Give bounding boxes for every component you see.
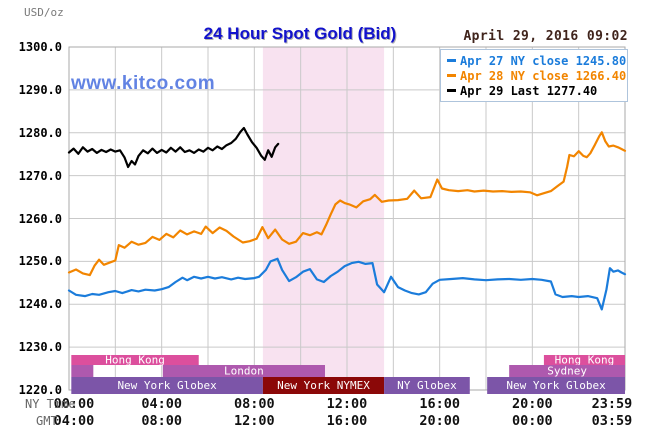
session-label: Sydney (547, 365, 587, 378)
legend-label: Apr 28 NY close 1266.40 (460, 68, 627, 83)
y-tick-label: 1230.0 (18, 340, 62, 355)
gmt-axis-label: GMT (36, 414, 58, 428)
x-tick-label-gmt: 20:00 (419, 413, 460, 429)
series-dash-icon (447, 89, 456, 92)
price-line-apr-28 (67, 131, 627, 277)
session-band (162, 365, 325, 377)
ny-time-axis-label: NY Time (25, 397, 76, 411)
kitco-watermark: www.kitco.com (71, 73, 216, 94)
legend: Apr 27 NY close 1245.80 Apr 28 NY close … (440, 49, 628, 102)
session-label: London (224, 365, 264, 378)
y-tick-label: 1220.0 (18, 383, 62, 397)
x-tick-label-ny-time: 20:00 (512, 396, 553, 412)
x-tick-label-ny-time: 12:00 (326, 396, 368, 412)
x-tick-label-gmt: 04:00 (53, 413, 95, 429)
x-tick-label-gmt: 03:59 (591, 413, 633, 429)
legend-entry-apr27: Apr 27 NY close 1245.80 (447, 53, 627, 68)
price-line-apr-27 (67, 257, 627, 311)
x-tick-label-ny-time: 04:00 (141, 396, 182, 412)
session-band (543, 355, 625, 365)
session-label: Hong Kong (105, 354, 165, 367)
y-tick-label: 1250.0 (18, 254, 62, 269)
session-band (71, 365, 94, 377)
session-label: Hong Kong (555, 354, 615, 367)
session-label: NY Globex (397, 379, 457, 392)
x-tick-label-ny-time: 16:00 (419, 396, 460, 412)
y-tick-label: 1270.0 (18, 168, 62, 183)
session-label: New York Globex (506, 379, 606, 392)
series-dash-icon (447, 74, 456, 77)
legend-entry-apr29: Apr 29 Last 1277.40 (447, 83, 627, 98)
price-line-apr-29 (67, 126, 280, 169)
session-band (487, 377, 625, 394)
page-title: 24 Hour Spot Gold (Bid) (203, 24, 397, 43)
y-tick-label: 1300.0 (18, 40, 62, 54)
x-tick-label-ny-time: 08:00 (234, 396, 275, 412)
session-label: New York Globex (117, 379, 217, 392)
x-tick-label-gmt: 08:00 (141, 413, 182, 429)
session-band (71, 377, 263, 394)
y-axis-units-label: USD/oz (24, 6, 64, 19)
session-band (509, 365, 625, 377)
x-tick-label-gmt: 16:00 (326, 413, 368, 429)
session-band (262, 377, 385, 394)
y-tick-label: 1260.0 (18, 211, 62, 226)
y-tick-label: 1240.0 (18, 297, 62, 312)
x-tick-label-gmt: 12:00 (234, 413, 275, 429)
y-tick-label: 1290.0 (18, 82, 62, 97)
x-tick-label-gmt: 00:00 (512, 413, 553, 429)
session-band (71, 355, 199, 365)
chart-timestamp: April 29, 2016 09:02 (463, 29, 628, 44)
legend-label: Apr 29 Last 1277.40 (460, 83, 598, 98)
series-dash-icon (447, 59, 456, 62)
legend-entry-apr28: Apr 28 NY close 1266.40 (447, 68, 627, 83)
x-tick-label-ny-time: 00:00 (53, 396, 95, 412)
x-tick-label-ny-time: 23:59 (591, 396, 633, 412)
session-label: New York NYMEX (277, 379, 370, 392)
session-band (384, 377, 470, 394)
legend-label: Apr 27 NY close 1245.80 (460, 53, 627, 68)
y-tick-label: 1280.0 (18, 125, 62, 140)
